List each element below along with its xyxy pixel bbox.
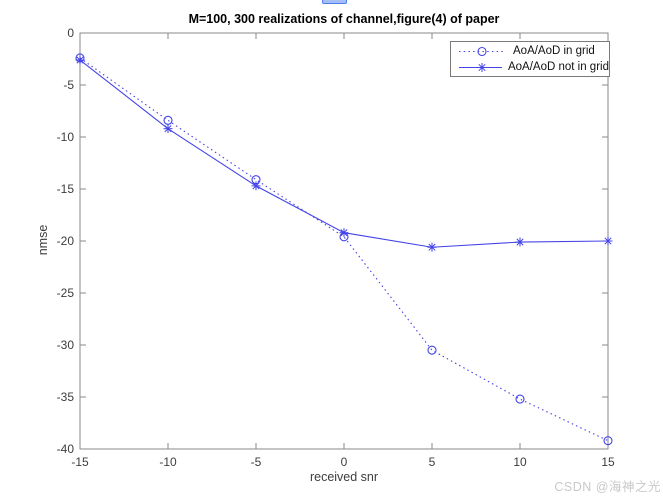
asterisk-spoke (252, 182, 260, 190)
y-tick-label: -5 (63, 78, 74, 92)
legend-item-not-in-grid: AoA/AoD not in grid (451, 59, 609, 75)
data-point-asterisk (251, 181, 261, 191)
legend-asterisk-marker-icon (477, 62, 487, 72)
series-line-0 (79, 57, 609, 442)
watermark: CSDN @海神之光 (554, 480, 661, 494)
y-tick-label: -25 (57, 286, 75, 300)
data-point-circle (163, 115, 173, 125)
data-point-asterisk (75, 55, 85, 65)
legend-label-in-grid: AoA/AoD in grid (513, 45, 595, 57)
data-point-circle (515, 394, 525, 404)
data-point-asterisk (603, 236, 613, 246)
asterisk-spoke (340, 229, 348, 237)
y-tick-label: -10 (57, 130, 75, 144)
top-accent-bar (322, 0, 347, 4)
data-point-asterisk (427, 242, 437, 252)
x-tick-label: 15 (601, 455, 615, 469)
x-tick-label: 0 (341, 455, 348, 469)
y-tick-label: -40 (57, 442, 75, 456)
data-point-circle (427, 345, 437, 355)
data-point-asterisk (515, 237, 525, 247)
x-tick-label: -5 (251, 455, 262, 469)
y-tick-label: -20 (57, 234, 75, 248)
y-tick-label: -30 (57, 338, 75, 352)
legend: AoA/AoD in grid AoA/AoD not in grid (450, 41, 610, 77)
data-point-asterisk (163, 124, 173, 134)
x-axis-label: received snr (309, 470, 379, 484)
legend-label-not-in-grid: AoA/AoD not in grid (507, 61, 609, 73)
series-line-1 (79, 59, 609, 248)
y-tick-label: -15 (57, 182, 75, 196)
asterisk-spoke (164, 125, 172, 133)
asterisk-spoke (604, 237, 612, 245)
asterisk-spoke (428, 243, 436, 251)
y-tick-label: -35 (57, 390, 75, 404)
data-point-circle (603, 436, 613, 446)
legend-item-in-grid: AoA/AoD in grid (451, 43, 609, 59)
x-tick-label: -10 (159, 455, 177, 469)
asterisk-spoke (76, 56, 84, 64)
data-point-asterisk (339, 228, 349, 238)
x-tick-label: -15 (71, 455, 89, 469)
y-tick-label: 0 (67, 26, 74, 40)
legend-circle-marker-icon (477, 46, 487, 56)
dotted-circle-sample-icon (459, 46, 505, 56)
y-axis-label: nmse (36, 224, 50, 256)
asterisk-spoke (516, 238, 524, 246)
x-tick-label: 5 (429, 455, 436, 469)
x-tick-label: 10 (513, 455, 527, 469)
solid-asterisk-sample-icon (459, 62, 502, 72)
chart-title: M=100, 300 realizations of channel,figur… (188, 12, 500, 26)
